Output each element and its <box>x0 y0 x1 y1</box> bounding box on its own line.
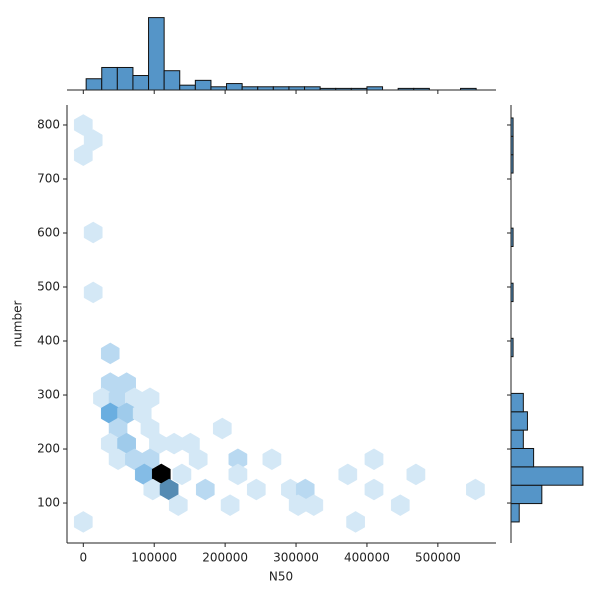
histogram-bar <box>510 466 584 486</box>
hexbin-cell <box>195 478 215 501</box>
histogram-bar <box>194 79 212 91</box>
y-tick-label: 700 <box>37 171 60 185</box>
histogram-bar <box>226 83 243 91</box>
hexbin-cell <box>172 463 192 486</box>
hexbin-cell <box>390 494 410 516</box>
hexbin-cell <box>246 478 266 501</box>
histogram-bar <box>510 447 535 468</box>
hexbin-cell <box>304 494 324 516</box>
histogram-bar <box>510 429 524 449</box>
hexbin-cell <box>220 494 240 516</box>
x-tick-label: 200000 <box>202 551 248 565</box>
histogram-bar <box>85 78 103 91</box>
hexbin-cell <box>188 448 208 471</box>
histogram-bar <box>148 17 165 91</box>
hexbin-cell <box>406 463 426 486</box>
hexbin-cell <box>73 114 93 136</box>
histogram-bar <box>101 66 118 91</box>
histogram-bar <box>510 484 543 505</box>
hexbin-cell <box>346 511 365 533</box>
histogram-bar <box>510 411 528 431</box>
x-tick-label: 400000 <box>344 551 390 565</box>
hexbin-cell <box>228 463 248 486</box>
hexbin-cell <box>83 221 103 244</box>
hexbin-cell <box>364 478 384 501</box>
y-tick-label: 200 <box>37 442 60 456</box>
hexbin-cell <box>100 342 120 365</box>
hexbin-cell <box>168 494 188 516</box>
x-tick-label: 100000 <box>131 551 177 565</box>
y-tick-label: 800 <box>37 117 60 131</box>
histogram-bar <box>510 392 524 413</box>
hexbin-cell <box>364 448 384 471</box>
x-tick-label: 0 <box>79 551 87 565</box>
y-tick-label: 400 <box>37 334 60 348</box>
hexbin-cell <box>73 144 93 166</box>
y-tick-label: 100 <box>37 496 60 510</box>
histogram-bar <box>510 503 520 523</box>
y-tick-label: 300 <box>37 388 60 402</box>
x-tick-label: 300000 <box>273 551 319 565</box>
histogram-bar <box>179 84 196 91</box>
histogram-bar <box>132 75 150 91</box>
hexbin-cell <box>164 432 184 455</box>
hexbin-cell <box>83 129 103 151</box>
y-tick-label: 600 <box>37 225 60 239</box>
hexbin-cell <box>262 448 282 471</box>
hexbin-cell <box>466 478 485 501</box>
histogram-bar <box>163 70 181 91</box>
hexbin-cell <box>83 281 103 304</box>
x-axis-label: N50 <box>269 570 293 584</box>
hexbin-cell <box>73 511 93 533</box>
y-tick-label: 500 <box>37 280 60 294</box>
hexbin-cell <box>212 417 232 440</box>
hexbin-cell <box>338 463 358 486</box>
histogram-bar <box>116 66 134 91</box>
x-tick-label: 500000 <box>415 551 461 565</box>
y-axis-label: number <box>11 301 25 348</box>
